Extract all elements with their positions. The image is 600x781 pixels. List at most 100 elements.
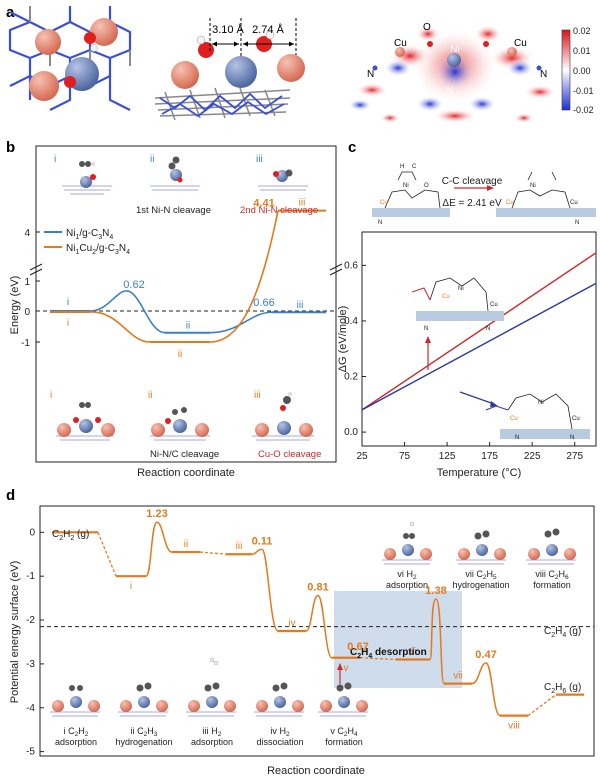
panel-b-bottom-structures	[56, 392, 314, 441]
legend-item-ni1cu2: Ni1Cu2/g-C3N4	[66, 243, 130, 256]
barrier-label-v: 0.67	[347, 641, 368, 653]
label-part: C	[544, 626, 551, 637]
label-part: 4	[562, 632, 566, 639]
caption-part: 2	[344, 731, 348, 738]
state-label-viii: viii	[508, 721, 520, 732]
y-tick-label: -4	[26, 703, 35, 714]
caption-part: C	[68, 726, 75, 736]
panel-d-frame	[39, 505, 595, 757]
inset-atom: N	[486, 326, 490, 332]
caption-part: iii	[203, 726, 209, 736]
caption-part: C	[548, 569, 555, 579]
caption-part: C	[337, 726, 344, 736]
barrier-TS2	[251, 548, 279, 632]
caption-part: 2	[85, 731, 89, 738]
caption-part: C	[137, 726, 144, 736]
panel-d-caption-i-line2: adsorption	[55, 737, 97, 747]
y-tick-label: 0.4	[344, 316, 358, 327]
atom-label-cu-left: Cu	[394, 38, 407, 49]
caption-part: v	[330, 726, 335, 736]
label-part: H	[555, 626, 562, 637]
label-part: (g)	[74, 529, 89, 540]
panel-d-caption-v-line2: formation	[325, 737, 363, 747]
panel-c-frame	[361, 231, 597, 447]
panel-d-caption-ii-line2: hydrogenation	[115, 737, 172, 747]
label-part: 2	[551, 632, 555, 639]
panel-label-b: b	[6, 139, 15, 156]
caption-part: 6	[565, 574, 569, 581]
barrier-label-441: 4.41	[253, 198, 274, 210]
barrier-TS4	[429, 598, 445, 685]
label-part: 2	[357, 653, 361, 660]
panel-b-ytick: 0	[24, 307, 30, 318]
connector-viii-end	[527, 694, 557, 717]
legend-part: 1	[75, 234, 79, 241]
caption-part: H	[279, 726, 286, 736]
label-part: H	[361, 647, 368, 658]
panel-a-structure-top	[8, 6, 132, 111]
panel-b-caption-ninc: Ni-N/C cleavage	[150, 449, 219, 460]
barrier-label-TS5: 0.47	[475, 649, 496, 661]
state-label-v: v	[344, 663, 349, 674]
label-part: desorption	[372, 647, 426, 658]
x-tick-label: 175	[481, 451, 498, 462]
panel-label-c: c	[348, 139, 356, 156]
caption-part: 4	[354, 731, 358, 738]
panel-b-top-caption-ii: ii	[150, 154, 154, 165]
label-part: C	[544, 682, 551, 693]
y-tick-label: 0	[29, 527, 35, 538]
caption-part: vi	[397, 569, 404, 579]
caption-part: 3	[154, 731, 158, 738]
label-part: H	[63, 529, 70, 540]
panel-b-ytick: 1	[24, 277, 30, 288]
scheme-atom: Ni	[403, 183, 409, 189]
barrier-label-TS4: 1.38	[425, 585, 446, 597]
ref-line-label: C2H4 (g)	[544, 626, 581, 639]
panel-b-caption-2nd: 2nd Ni-N cleavage	[240, 205, 318, 216]
caption-part: 2	[286, 731, 290, 738]
state-label-vi: vi	[409, 647, 416, 658]
caption-part: H	[559, 569, 566, 579]
y-tick-label: 0.2	[344, 372, 358, 383]
label-part: 6	[562, 688, 566, 695]
panel-d-caption-vii: vii C2H5	[465, 569, 497, 581]
caption-part: ii	[131, 726, 135, 736]
caption-part: C	[476, 569, 483, 579]
panel-b-ytick: 4	[24, 228, 30, 239]
axis-break-marks	[29, 263, 343, 276]
label-part: (g)	[566, 626, 581, 637]
caption-part: H	[487, 569, 494, 579]
legend-item-ni1: Ni1/g-C3N4	[66, 228, 113, 241]
connector-start-i	[97, 532, 117, 577]
inset-atom: Cu	[490, 302, 498, 308]
barrier-TS1	[145, 521, 173, 577]
legend-part: Ni	[66, 228, 75, 239]
inset-atom: Cu	[510, 416, 518, 422]
atom-label-c: C	[484, 83, 491, 94]
panel-b-ytick: -1	[21, 338, 30, 349]
start-state-label: C2H2 (g)	[52, 529, 89, 542]
barrier-label-066: 0.66	[253, 297, 274, 309]
legend-part: Cu	[79, 243, 92, 254]
barrier-label-TS3: 0.81	[307, 581, 328, 593]
label-part: C	[350, 647, 357, 658]
atom-label-o: O	[423, 22, 431, 33]
caption-part: H	[348, 726, 355, 736]
panel-d-caption-iii: iii H2	[203, 726, 222, 738]
legend-part: N	[102, 228, 109, 239]
colorbar-tick: 0.02	[573, 26, 591, 36]
series-blue	[361, 282, 597, 411]
state-label-iv: iv	[288, 618, 295, 629]
x-tick-label: 75	[399, 451, 411, 462]
atom-label-n-left: N	[367, 69, 374, 80]
panel-d-ticks: 0 -1 -2 -3 -4 -5	[26, 527, 44, 758]
panel-b-top-caption-i: i	[54, 154, 56, 165]
panel-c-inset-schemes	[411, 277, 590, 439]
state-label-i-blue: i	[67, 297, 69, 308]
inset-atom: Ni	[458, 286, 464, 292]
legend-part: 2	[92, 249, 96, 256]
path-blue-2	[209, 311, 273, 334]
scheme-atom: N	[575, 220, 579, 226]
panel-c-ylabel: ΔG (eV/mole)	[337, 306, 349, 373]
